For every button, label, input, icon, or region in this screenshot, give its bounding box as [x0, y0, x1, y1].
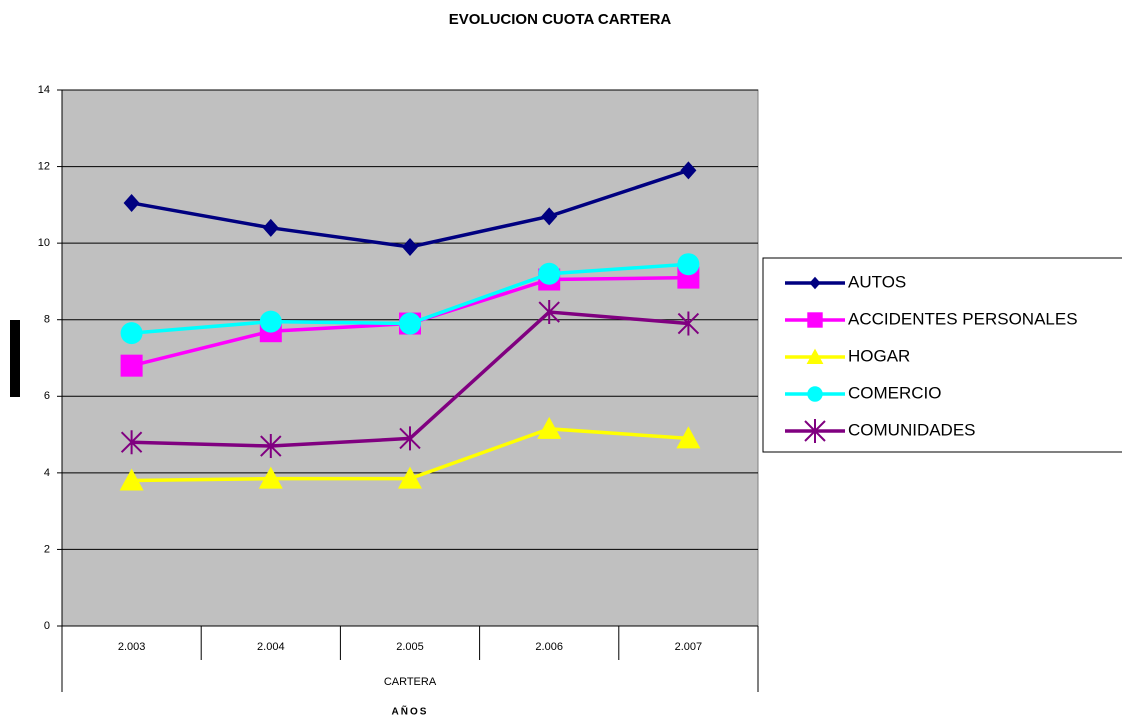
legend-box [762, 257, 1122, 453]
legend-label: COMERCIO [848, 383, 942, 402]
data-point [123, 193, 140, 212]
y-axis-title-box [10, 320, 20, 397]
x-tick-label: 2.007 [675, 641, 703, 653]
y-tick-label: 10 [38, 237, 50, 249]
data-point [399, 312, 421, 335]
legend-label: COMUNIDADES [848, 420, 976, 439]
legend-marker [807, 386, 823, 402]
data-point [398, 466, 422, 489]
y-tick-label: 4 [44, 467, 50, 479]
legend-marker [804, 419, 826, 443]
legend-marker [806, 348, 824, 364]
data-point [120, 430, 143, 455]
plot-area [61, 89, 759, 627]
chart-title: EVOLUCION CUOTA CARTERA [449, 11, 672, 28]
category-group-label: CARTERA [384, 676, 437, 688]
legend-marker [807, 312, 823, 328]
data-point [677, 253, 700, 276]
data-point [402, 237, 418, 256]
x-tick-label: 2.004 [257, 641, 285, 653]
data-point [538, 300, 560, 325]
data-point [119, 468, 144, 491]
legend-label: ACCIDENTES PERSONALES [848, 309, 1078, 328]
data-point [677, 311, 700, 336]
data-point [120, 354, 143, 377]
data-point [680, 161, 697, 180]
x-axis-title: AÑOS [392, 705, 429, 718]
y-tick-label: 8 [44, 314, 50, 326]
y-tick-label: 12 [38, 160, 50, 172]
legend-marker [809, 276, 821, 290]
legend-label: HOGAR [848, 346, 910, 365]
legend-label: AUTOS [848, 272, 906, 291]
data-point [120, 322, 143, 345]
y-tick-label: 14 [38, 84, 50, 96]
data-point [260, 434, 282, 459]
data-point [262, 218, 279, 237]
x-tick-label: 2.005 [396, 641, 424, 653]
x-tick-label: 2.006 [535, 641, 563, 653]
y-tick-label: 6 [44, 390, 50, 402]
data-point [537, 416, 562, 439]
x-tick-label: 2.003 [118, 641, 146, 653]
y-tick-label: 0 [44, 620, 50, 632]
y-tick-label: 2 [44, 543, 50, 555]
data-point [676, 426, 701, 449]
data-point [258, 466, 283, 489]
data-point [538, 262, 561, 285]
data-point [399, 426, 421, 451]
data-point [541, 207, 558, 226]
data-point [259, 310, 282, 333]
